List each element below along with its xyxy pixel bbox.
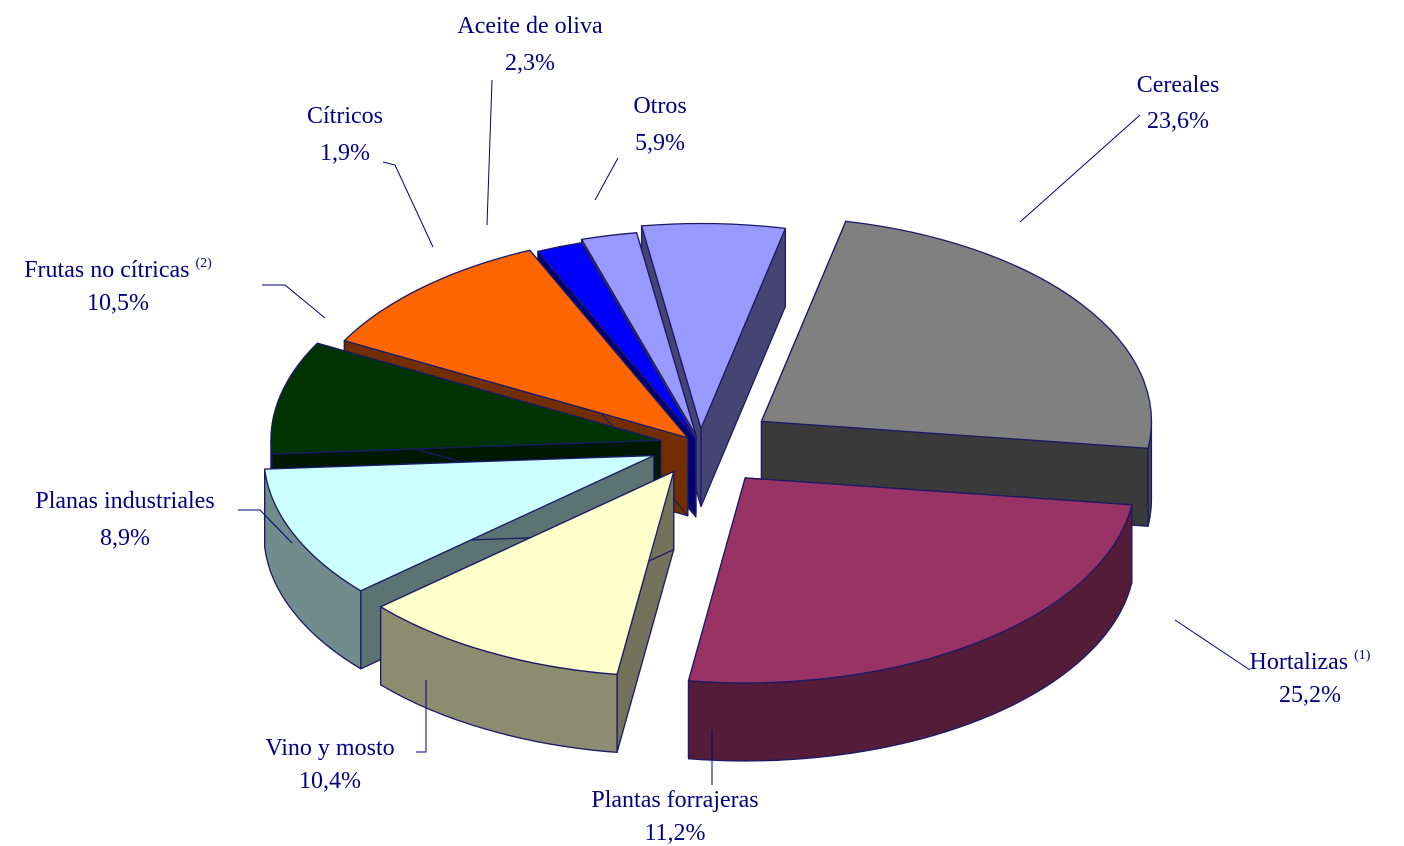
slice-value: 5,9% — [635, 130, 685, 156]
pie-slice — [760, 220, 1153, 527]
slice-value: 25,2% — [1279, 682, 1341, 708]
slice-value: 2,3% — [505, 50, 555, 76]
pie-slice-top — [380, 470, 675, 676]
leader-line — [594, 157, 619, 201]
leader-line — [262, 284, 326, 319]
data-labels: Cereales 23,6% Hortalizas (1) 25,2% Plantas … — [24, 13, 1371, 846]
pie-slice-top — [270, 342, 662, 455]
slice-label: Vino y mosto — [265, 735, 394, 761]
pie-slice-top — [640, 222, 787, 430]
slice-value: 11,2% — [644, 820, 705, 846]
leader-line — [238, 509, 293, 544]
slice-label: Planas industriales — [35, 488, 214, 514]
slice-value: 23,6% — [1147, 108, 1209, 134]
pie-slices — [264, 220, 1153, 762]
pie-slice — [380, 470, 675, 754]
slice-value: 10,4% — [299, 768, 361, 794]
pie-slice-top — [537, 242, 697, 440]
leader-line — [486, 79, 493, 226]
pie-slice-top — [760, 220, 1153, 449]
slice-value: 8,9% — [100, 525, 150, 551]
pie-slice-top — [343, 249, 689, 439]
pie-slice-top — [580, 232, 697, 436]
slice-label: Otros — [633, 93, 686, 119]
slice-value: 1,9% — [320, 140, 370, 166]
slice-label: Hortalizas (1) — [1250, 648, 1371, 675]
pie-slice-top — [264, 454, 655, 592]
slice-label: Plantas forrajeras — [591, 787, 758, 813]
slice-label: Frutas no cítricas (2) — [24, 256, 212, 283]
leader-line — [416, 680, 427, 753]
slice-label: Cítricos — [307, 103, 383, 129]
slice-label: Cereales — [1137, 72, 1220, 98]
leader-line — [382, 161, 434, 248]
pie-slice — [687, 477, 1133, 762]
leader-line — [1174, 619, 1251, 671]
slice-value: 10,5% — [87, 290, 149, 316]
slice-label: Aceite de oliva — [457, 13, 603, 39]
pie-slice-top — [687, 477, 1133, 684]
leader-line — [1019, 114, 1141, 223]
